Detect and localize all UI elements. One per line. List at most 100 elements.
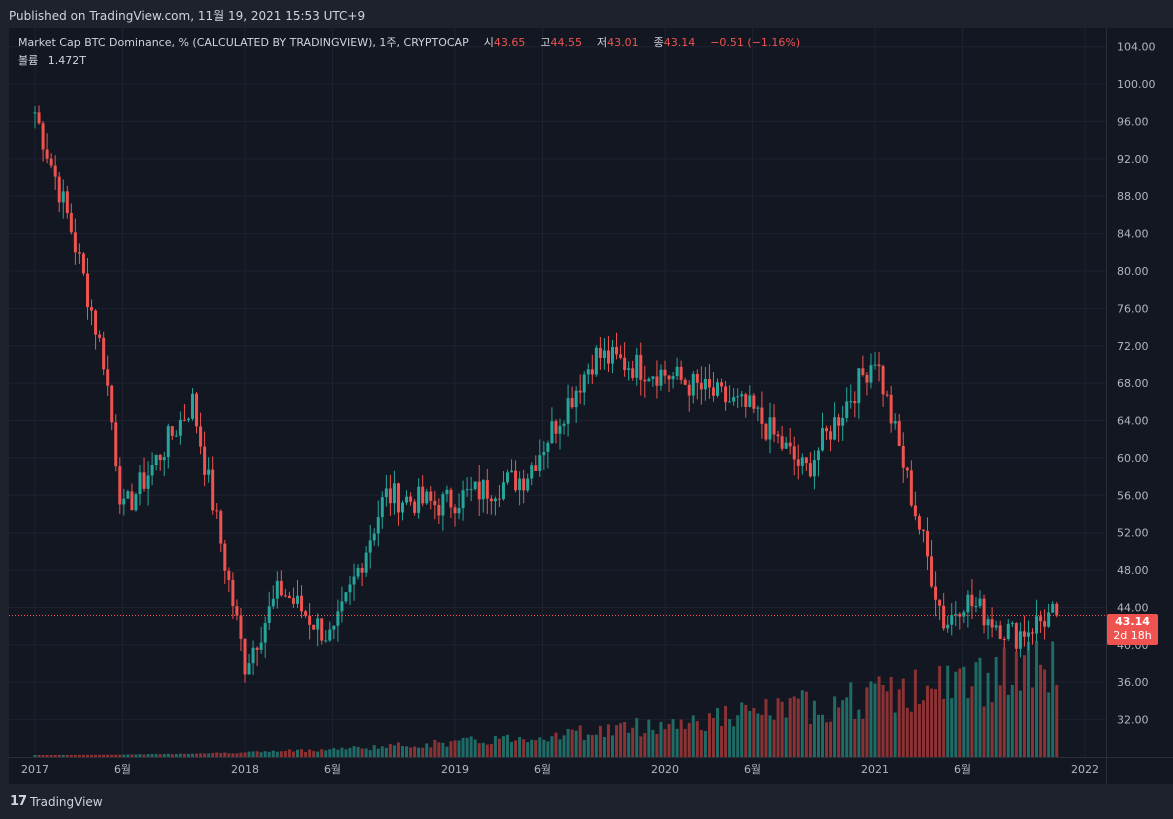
volume-bar: [106, 754, 110, 757]
volume-bar: [905, 707, 909, 757]
volume-bar: [445, 746, 449, 757]
candle-body: [526, 478, 530, 491]
x-tick-label: 6월: [114, 763, 131, 776]
volume-bar: [558, 739, 562, 757]
volume-bar: [283, 750, 287, 757]
candle-body: [574, 390, 578, 408]
candle-body: [909, 470, 913, 506]
low-value: 43.01: [607, 36, 639, 49]
candle-body: [889, 394, 893, 424]
volume-bar: [716, 708, 719, 757]
time-axis[interactable]: [9, 757, 1106, 784]
candle-body: [320, 618, 324, 641]
volume-bar: [328, 749, 332, 757]
volume-bar: [667, 723, 671, 757]
candle-body: [186, 418, 190, 420]
volume-bar: [853, 718, 857, 757]
candle-body: [219, 511, 223, 544]
volume-bar: [550, 736, 554, 757]
footer[interactable]: 17 TradingView: [10, 794, 103, 809]
candle-body: [130, 491, 134, 511]
volume-bar: [247, 751, 251, 757]
volume-bar: [837, 707, 841, 757]
candle-body: [296, 595, 299, 604]
y-tick-label: 88.00: [1117, 190, 1149, 203]
volume-bar: [615, 725, 619, 757]
volume-bar: [546, 741, 550, 757]
volume-bar: [429, 747, 433, 757]
candle-body: [586, 369, 590, 375]
volume-bar: [873, 683, 877, 757]
tradingview-logo-icon: 17: [10, 794, 27, 809]
volume-bar: [792, 696, 796, 757]
volume-bar: [611, 735, 614, 757]
candle-body: [667, 375, 671, 380]
candle-body: [772, 417, 776, 435]
y-tick-label: 68.00: [1117, 377, 1149, 390]
candle-body: [946, 624, 950, 629]
candle-body: [380, 497, 384, 518]
y-tick-label: 48.00: [1117, 564, 1149, 577]
candle-body: [651, 376, 655, 379]
volume-bar: [562, 735, 566, 757]
candle-body: [259, 642, 263, 650]
candle-body: [982, 598, 986, 626]
volume-bar: [469, 736, 473, 757]
last-price: 43.14: [1115, 615, 1150, 628]
candle-body: [352, 576, 356, 585]
candle-body: [413, 501, 417, 513]
candle-body: [45, 149, 49, 159]
candle-body: [893, 421, 897, 424]
candle-body: [934, 586, 938, 600]
candle-body: [312, 624, 316, 630]
volume-bar: [671, 719, 675, 757]
volume-bar: [453, 740, 457, 757]
volume-bar: [586, 734, 590, 757]
candle-body: [287, 595, 291, 599]
x-tick-label: 2022: [1071, 763, 1099, 776]
candle-body: [53, 165, 57, 177]
candle-body: [627, 368, 631, 370]
volume-bar: [720, 726, 724, 757]
volume-bar: [594, 734, 598, 757]
volume-bar: [154, 754, 158, 757]
candle-body: [659, 369, 663, 386]
candle-body: [461, 490, 465, 509]
candle-body: [340, 601, 344, 612]
candle-body: [542, 451, 546, 456]
volume-bar: [865, 687, 869, 757]
volume-bar: [530, 739, 534, 757]
chart-panel[interactable]: [9, 28, 1106, 757]
volume-bar: [800, 690, 804, 757]
candle-body: [1043, 621, 1047, 627]
volume-bar: [1051, 641, 1055, 757]
volume-bar: [506, 734, 509, 757]
x-tick-label: 6월: [534, 763, 551, 776]
candle-body: [816, 450, 820, 461]
volume-bar: [675, 728, 679, 757]
volume-bar: [780, 701, 784, 757]
candle-body: [368, 540, 372, 553]
candle-body: [740, 394, 744, 397]
candle-body: [530, 465, 534, 479]
candle-body: [703, 378, 707, 390]
candle-body: [425, 491, 429, 504]
volume-bar: [239, 752, 243, 757]
volume-bar: [845, 697, 849, 757]
candle-body: [849, 401, 853, 403]
volume-bar: [857, 709, 861, 757]
volume-bar: [962, 666, 966, 757]
volume-bar: [768, 715, 772, 757]
volume-bar: [849, 682, 853, 757]
volume-bar: [215, 752, 219, 757]
candle-body: [384, 488, 388, 498]
candle-body: [134, 494, 138, 511]
y-tick-label: 96.00: [1117, 115, 1149, 128]
volume-bar: [170, 754, 174, 757]
volume-bar: [134, 754, 138, 757]
candle-body: [962, 612, 966, 617]
volume-bar: [296, 749, 299, 757]
volume-bar: [978, 657, 982, 757]
volume-bar: [364, 748, 368, 757]
